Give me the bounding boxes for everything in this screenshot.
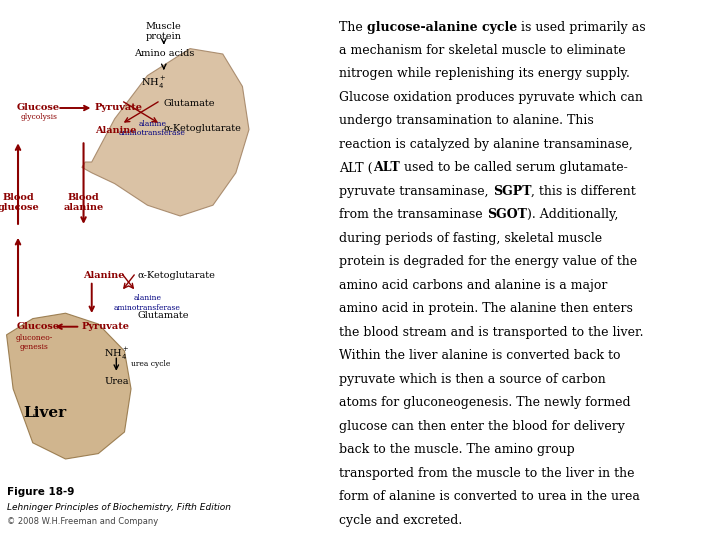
Text: Amino acids: Amino acids [134, 49, 194, 58]
Text: transported from the muscle to the liver in the: transported from the muscle to the liver… [339, 467, 635, 480]
Text: Glutamate: Glutamate [164, 99, 215, 108]
Text: atoms for gluconeogenesis. The newly formed: atoms for gluconeogenesis. The newly for… [339, 396, 631, 409]
Text: Glutamate: Glutamate [138, 312, 189, 320]
Text: alanine
aminotransferase: alanine aminotransferase [114, 294, 181, 312]
Text: SGPT: SGPT [493, 185, 531, 198]
Text: Alanine: Alanine [95, 126, 137, 135]
Text: alanine
aminotransferase: alanine aminotransferase [119, 120, 186, 137]
Text: gluconeo-
genesis: gluconeo- genesis [16, 334, 53, 352]
Text: Blood
glucose: Blood glucose [0, 193, 39, 212]
Text: The: The [339, 21, 367, 33]
Polygon shape [6, 313, 131, 459]
Text: amino acid carbons and alanine is a major: amino acid carbons and alanine is a majo… [339, 279, 608, 292]
Text: glucose can then enter the blood for delivery: glucose can then enter the blood for del… [339, 420, 625, 433]
Text: NH$_4^+$: NH$_4^+$ [141, 75, 166, 91]
Text: Figure 18-9: Figure 18-9 [6, 487, 74, 497]
Text: , this is different: , this is different [531, 185, 636, 198]
Text: nitrogen while replenishing its energy supply.: nitrogen while replenishing its energy s… [339, 68, 630, 80]
Text: pyruvate transaminase,: pyruvate transaminase, [339, 185, 493, 198]
Text: reaction is catalyzed by alanine transaminase,: reaction is catalyzed by alanine transam… [339, 138, 633, 151]
Text: SGOT: SGOT [487, 208, 527, 221]
Text: ALT (: ALT ( [339, 161, 373, 174]
Text: Glucose: Glucose [17, 322, 60, 331]
Text: glucose-alanine cycle: glucose-alanine cycle [367, 21, 518, 33]
Text: Glucose: Glucose [17, 104, 60, 112]
Text: NH$_4^+$: NH$_4^+$ [104, 346, 129, 362]
Text: during periods of fasting, skeletal muscle: during periods of fasting, skeletal musc… [339, 232, 603, 245]
Text: Blood
alanine: Blood alanine [63, 193, 104, 212]
Text: Urea: Urea [104, 377, 129, 386]
Text: cycle and excreted.: cycle and excreted. [339, 514, 463, 527]
Text: urea cycle: urea cycle [131, 360, 171, 368]
Text: is used primarily as: is used primarily as [518, 21, 646, 33]
Text: pyruvate which is then a source of carbon: pyruvate which is then a source of carbo… [339, 373, 606, 386]
Text: protein is degraded for the energy value of the: protein is degraded for the energy value… [339, 255, 637, 268]
Text: Muscle
protein: Muscle protein [146, 22, 181, 41]
Text: glycolysis: glycolysis [21, 113, 58, 122]
Text: Pyruvate: Pyruvate [95, 104, 143, 112]
Text: back to the muscle. The amino group: back to the muscle. The amino group [339, 443, 575, 456]
Text: α-Ketoglutarate: α-Ketoglutarate [138, 271, 215, 280]
Text: used to be called serum glutamate-: used to be called serum glutamate- [400, 161, 628, 174]
Text: form of alanine is converted to urea in the urea: form of alanine is converted to urea in … [339, 490, 640, 503]
Text: a mechanism for skeletal muscle to eliminate: a mechanism for skeletal muscle to elimi… [339, 44, 626, 57]
Text: ALT: ALT [373, 161, 400, 174]
Text: α-Ketoglutarate: α-Ketoglutarate [164, 124, 242, 133]
Text: © 2008 W.H.Freeman and Company: © 2008 W.H.Freeman and Company [6, 517, 158, 526]
Text: ). Additionally,: ). Additionally, [527, 208, 618, 221]
Text: amino acid in protein. The alanine then enters: amino acid in protein. The alanine then … [339, 302, 634, 315]
Text: the blood stream and is transported to the liver.: the blood stream and is transported to t… [339, 326, 644, 339]
Text: Glucose oxidation produces pyruvate which can: Glucose oxidation produces pyruvate whic… [339, 91, 643, 104]
Text: Within the liver alanine is converted back to: Within the liver alanine is converted ba… [339, 349, 621, 362]
Text: Pyruvate: Pyruvate [82, 322, 130, 331]
Text: Alanine: Alanine [84, 271, 125, 280]
Text: undergo transamination to alanine. This: undergo transamination to alanine. This [339, 114, 594, 127]
Text: Lehninger Principles of Biochemistry, Fifth Edition: Lehninger Principles of Biochemistry, Fi… [6, 503, 230, 512]
Polygon shape [82, 49, 249, 216]
Text: from the transaminase: from the transaminase [339, 208, 487, 221]
Text: Liver: Liver [23, 406, 66, 420]
